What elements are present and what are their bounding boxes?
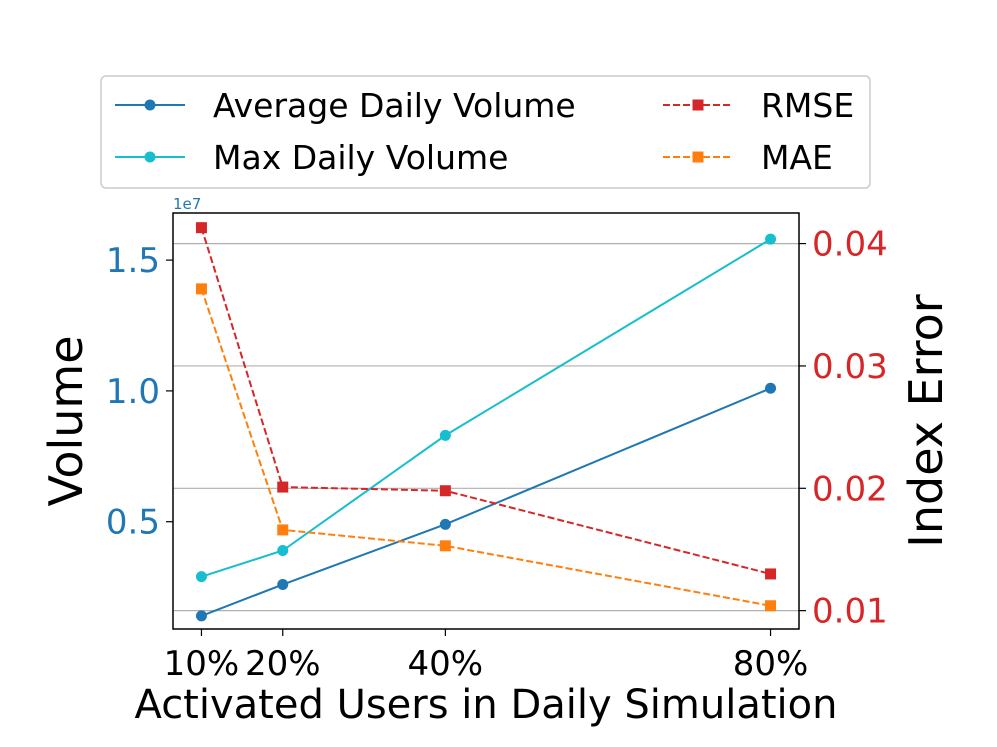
data-point: [277, 579, 289, 591]
data-point: [277, 545, 289, 557]
y-axis-left-label: Volume: [39, 335, 93, 506]
data-point: [439, 540, 451, 552]
axes: 0.5 1.0 1.5 0.01 0.02 0.03 0.04 10% 20% 40% 80%: [106, 225, 888, 684]
y-left-tick-label: 0.5: [106, 503, 160, 543]
series-line-rmse: [200, 227, 771, 575]
data-point: [195, 610, 207, 622]
left-axis-offset-text: 1e7: [173, 195, 201, 213]
legend-marker: [692, 151, 704, 163]
legend-label: MAE: [761, 138, 833, 177]
data-point: [195, 283, 207, 295]
y-left-tick-label: 1.5: [106, 241, 160, 281]
data-point: [765, 233, 777, 245]
y-left-tick-label: 1.0: [106, 372, 160, 412]
y-axis-right-label: Index Error: [899, 294, 953, 547]
x-tick-label: 10%: [164, 644, 240, 684]
legend-entries: Average Daily Volume Max Daily Volume RMSE…: [115, 86, 854, 177]
data-point: [439, 429, 451, 441]
legend-label: RMSE: [761, 86, 854, 125]
legend-label: Max Daily Volume: [213, 138, 508, 177]
y-right-tick-label: 0.02: [812, 469, 888, 509]
legend-marker: [692, 99, 704, 111]
series-line-average-daily-volume: [201, 387, 771, 617]
data-point: [195, 222, 207, 234]
legend-label: Average Daily Volume: [213, 86, 576, 125]
x-tick-label: 80%: [733, 644, 809, 684]
data-point: [765, 568, 777, 580]
series-line-max-daily-volume: [201, 238, 772, 578]
data-point: [765, 382, 777, 394]
x-tick-label: 40%: [408, 644, 484, 684]
y-right-tick-label: 0.04: [812, 225, 888, 265]
legend: Average Daily Volume Max Daily Volume RMSE…: [100, 75, 871, 189]
series-line-mae: [200, 288, 771, 607]
x-axis-label: Activated Users in Daily Simulation: [135, 682, 838, 728]
plot-frame: [172, 212, 800, 630]
series-layer: [195, 222, 777, 622]
legend-marker: [144, 151, 156, 163]
data-point: [765, 600, 777, 612]
data-point: [277, 524, 289, 536]
x-tick-label: 20%: [245, 644, 321, 684]
data-point: [195, 571, 207, 583]
y-right-tick-label: 0.01: [812, 592, 888, 632]
data-point: [277, 481, 289, 493]
data-point: [439, 518, 451, 530]
legend-marker: [144, 99, 156, 111]
data-point: [439, 485, 451, 497]
y-right-tick-label: 0.03: [812, 347, 888, 387]
